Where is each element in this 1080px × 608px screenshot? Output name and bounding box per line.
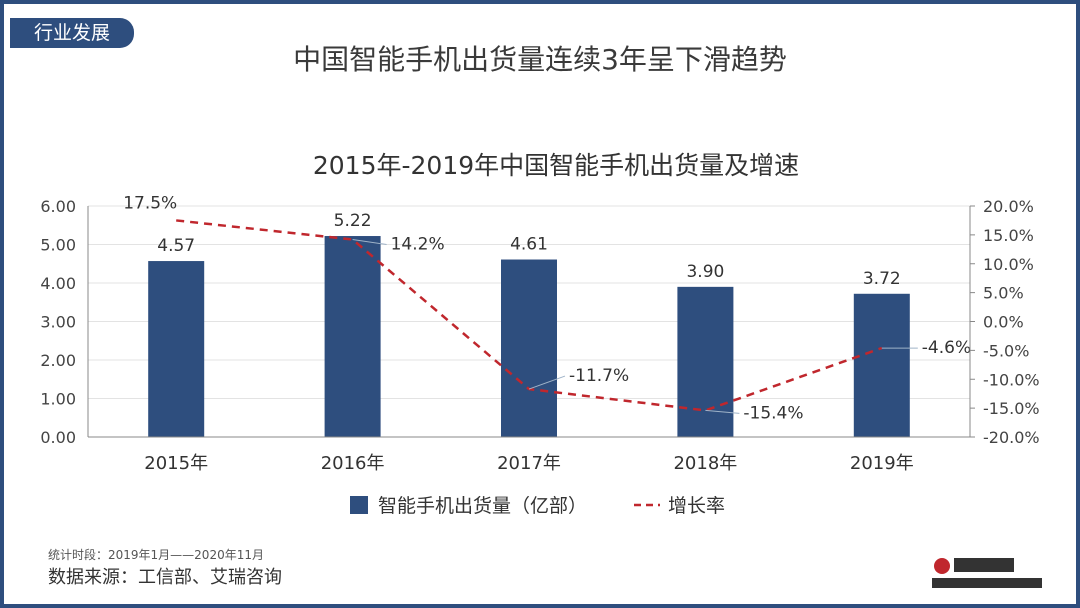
y2-tick-label: -15.0% <box>983 399 1040 418</box>
y2-tick-label: 0.0% <box>983 313 1024 332</box>
x-tick-label: 2018年 <box>673 453 737 474</box>
y2-tick-label: 5.0% <box>983 284 1024 303</box>
bar-value-label: 5.22 <box>334 211 372 231</box>
growth-label-leader <box>352 239 387 245</box>
y-tick-label: 6.00 <box>40 197 76 216</box>
bar <box>148 261 205 437</box>
y-tick-label: 5.00 <box>40 236 76 255</box>
growth-value-label: -15.4% <box>743 403 803 423</box>
bar <box>677 286 734 437</box>
bar <box>501 259 557 437</box>
bar-value-label: 3.72 <box>863 269 901 289</box>
y-tick-label: 0.00 <box>40 428 76 447</box>
section-tag: 行业发展 <box>10 18 134 48</box>
bar-value-label: 3.90 <box>686 262 724 282</box>
source-period: 统计时段：2019年1月——2020年11月 <box>48 548 264 562</box>
axes: 0.00 1.00 2.00 3.00 4.00 5.00 6.00 -20.0% -15.0%… <box>40 197 1039 474</box>
x-tick-label: 2017年 <box>497 453 561 474</box>
y2-tick-label: -5.0% <box>983 341 1029 360</box>
growth-value-label: 17.5% <box>123 193 177 213</box>
legend: 智能手机出货量（亿部） 增长率 <box>350 495 725 517</box>
chart-title: 2015年-2019年中国智能手机出货量及增速 <box>313 151 799 180</box>
y2-tick-label: 20.0% <box>983 197 1034 216</box>
x-tick-label: 2015年 <box>144 453 208 474</box>
growth-value-label: 14.2% <box>391 234 445 254</box>
page-title: 中国智能手机出货量连续3年呈下滑趋势 <box>293 43 787 76</box>
growth-line: 17.5% 14.2% -11.7% -15.4% -4.6% <box>123 193 971 423</box>
legend-bar-swatch <box>350 496 368 514</box>
growth-value-label: -4.6% <box>922 338 971 358</box>
bar-value-label: 4.61 <box>510 235 548 255</box>
growth-value-label: -11.7% <box>569 366 629 386</box>
bar <box>324 236 381 437</box>
growth-label-leader <box>705 409 740 414</box>
growth-label-leader <box>528 375 566 390</box>
y2-tick-label: -20.0% <box>983 428 1040 447</box>
y-tick-label: 4.00 <box>40 274 76 293</box>
bar-value-label: 4.57 <box>157 236 195 256</box>
x-tick-label: 2019年 <box>850 453 914 474</box>
bars: 4.57 5.22 4.61 3.90 3.72 <box>148 211 910 437</box>
y2-tick-label: 10.0% <box>983 255 1034 274</box>
bar <box>853 293 910 437</box>
y2-tick-label: 15.0% <box>983 226 1034 245</box>
y-tick-label: 1.00 <box>40 390 76 409</box>
y-tick-label: 2.00 <box>40 351 76 370</box>
y-tick-label: 3.00 <box>40 313 76 332</box>
source-label: 数据来源：工信部、艾瑞咨询 <box>48 567 282 588</box>
watermark-logo <box>932 558 1042 588</box>
legend-line-label: 增长率 <box>668 495 725 517</box>
y2-tick-label: -10.0% <box>983 370 1040 389</box>
x-tick-label: 2016年 <box>321 453 385 474</box>
legend-bar-label: 智能手机出货量（亿部） <box>378 495 587 517</box>
